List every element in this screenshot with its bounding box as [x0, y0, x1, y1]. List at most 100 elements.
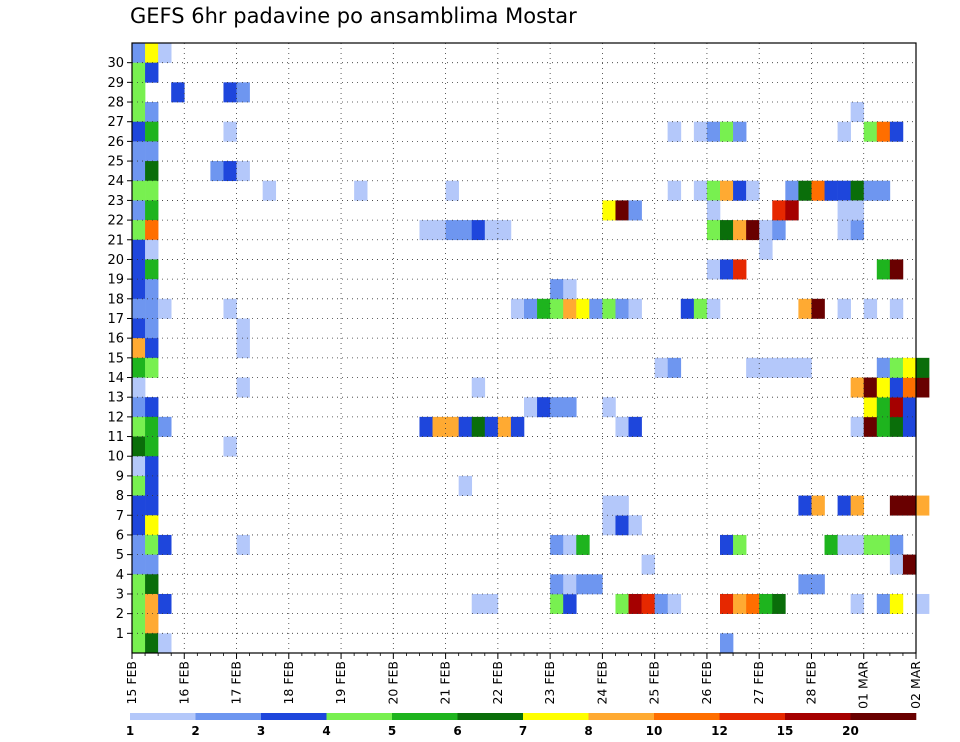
heatmap-cell: [458, 416, 473, 437]
x-tick-label: 24 FEB: [594, 661, 609, 705]
y-tick-label: 27: [107, 115, 124, 130]
heatmap-cell: [759, 357, 773, 378]
heatmap-cell: [497, 416, 512, 437]
heatmap-cell: [798, 298, 812, 319]
heatmap-cell: [850, 593, 865, 614]
heatmap-cell: [602, 515, 616, 536]
x-tick-label: 22 FEB: [490, 661, 505, 705]
y-axis: 1234567891011121314151617181920212223242…: [107, 56, 132, 642]
heatmap-cell: [798, 180, 812, 201]
y-tick-label: 22: [107, 214, 124, 229]
heatmap-cell: [693, 298, 708, 319]
heatmap-cell: [145, 593, 159, 614]
heatmap-cell: [615, 593, 629, 614]
heatmap-cell: [236, 338, 250, 359]
heatmap-cell: [158, 43, 172, 63]
x-tick-label: 23 FEB: [542, 661, 557, 705]
heatmap-cell: [889, 298, 904, 319]
heatmap-cell: [733, 593, 747, 614]
heatmap-cell: [863, 534, 878, 555]
heatmap-cell: [145, 338, 159, 359]
heatmap-cell: [746, 357, 760, 378]
heatmap-cell: [706, 200, 721, 221]
heatmap-cell: [550, 397, 564, 418]
x-tick-label: 20 FEB: [385, 661, 400, 705]
y-tick-label: 4: [116, 568, 124, 583]
colorbar-swatch: [654, 713, 720, 720]
heatmap-cell: [916, 495, 930, 516]
heatmap-cell: [576, 574, 590, 595]
heatmap-cell: [876, 121, 891, 142]
heatmap-cell: [902, 397, 917, 418]
heatmap-cell: [576, 298, 590, 319]
heatmap-cell: [902, 416, 917, 437]
y-tick-label: 25: [107, 155, 124, 170]
heatmap-cell: [145, 161, 159, 182]
heatmap-cell: [876, 377, 891, 398]
heatmap-cell: [589, 298, 603, 319]
heatmap-cell: [850, 416, 865, 437]
heatmap-cell: [563, 397, 577, 418]
heatmap-cell: [602, 200, 616, 221]
heatmap-cell: [733, 121, 747, 142]
gridlines: [132, 43, 916, 653]
heatmap-cell: [850, 180, 865, 201]
heatmap-cell: [132, 259, 146, 280]
colorbar-label: 7: [519, 724, 527, 738]
colorbar-label: 5: [388, 724, 396, 738]
heatmap-cell: [458, 220, 473, 241]
heatmap-cell: [132, 161, 146, 182]
heatmap-cell: [145, 43, 159, 63]
heatmap-cell: [889, 259, 904, 280]
colorbar-label: 3: [257, 724, 265, 738]
heatmap-cell: [837, 298, 851, 319]
heatmap-cell: [132, 593, 146, 614]
heatmap-cell: [145, 298, 159, 319]
heatmap-cell: [419, 220, 433, 241]
heatmap-cell: [445, 220, 459, 241]
heatmap-cell: [145, 279, 159, 300]
x-tick-label: 26 FEB: [699, 661, 714, 705]
heatmap-cell: [772, 200, 786, 221]
y-tick-label: 1: [116, 627, 124, 642]
colorbar-label: 12: [711, 724, 728, 738]
x-tick-label: 18 FEB: [281, 661, 296, 705]
heatmap-cell: [563, 279, 577, 300]
heatmap-cell: [524, 298, 538, 319]
heatmap-cell: [262, 180, 277, 201]
heatmap-cell: [811, 574, 825, 595]
heatmap-cell: [145, 121, 159, 142]
colorbar-label: 1: [126, 724, 134, 738]
heatmap-cell: [798, 574, 812, 595]
heatmap-cell: [145, 436, 159, 457]
heatmap-cell: [132, 475, 146, 496]
heatmap-cell: [693, 121, 708, 142]
heatmap-cell: [850, 220, 865, 241]
colorbar-label: 15: [777, 724, 794, 738]
y-tick-label: 9: [116, 469, 124, 484]
heatmap-cell: [132, 121, 146, 142]
y-tick-label: 21: [107, 233, 124, 248]
heatmap-cell: [145, 613, 159, 634]
heatmap-cell: [158, 593, 172, 614]
heatmap-cell: [602, 397, 616, 418]
heatmap-cell: [772, 593, 786, 614]
heatmap-cell: [837, 180, 851, 201]
heatmap-cell: [720, 259, 734, 280]
heatmap-cell: [145, 180, 159, 201]
heatmap-cell: [902, 357, 917, 378]
heatmap-cell: [236, 161, 250, 182]
heatmap-cell: [759, 220, 773, 241]
y-tick-label: 13: [107, 391, 124, 406]
heatmap-cell: [693, 180, 708, 201]
heatmap-cell: [863, 397, 878, 418]
heatmap-cell: [145, 62, 159, 83]
colorbar-label: 2: [191, 724, 199, 738]
colorbar-swatch: [588, 713, 655, 720]
y-tick-label: 8: [116, 489, 124, 504]
colorbar-label: 4: [322, 724, 330, 738]
heatmap-cell: [550, 298, 564, 319]
y-tick-label: 16: [107, 332, 124, 347]
colorbar-swatch: [326, 713, 393, 720]
heatmap-cell: [916, 357, 930, 378]
